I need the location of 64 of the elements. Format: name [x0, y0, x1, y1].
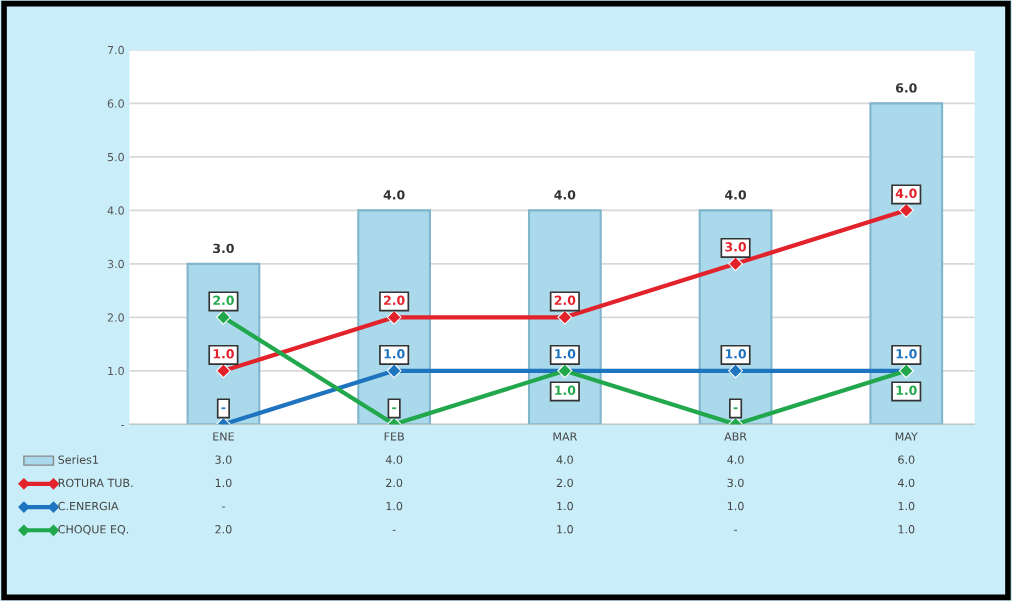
- text: 3.0: [213, 243, 234, 254]
- legend-label: Series1: [58, 455, 98, 464]
- data-label: -: [221, 506, 225, 508]
- data-label: 2.0: [386, 478, 403, 488]
- text: 6.0: [895, 83, 917, 93]
- y-tick-label: 4.0: [107, 206, 124, 215]
- text: 1.0: [555, 385, 576, 396]
- data-label: 4.0: [556, 455, 573, 464]
- point: [216, 309, 231, 325]
- data-label: -: [392, 529, 396, 531]
- data-label: 4.0: [897, 478, 915, 488]
- text: -: [221, 407, 226, 410]
- text: 1.0: [555, 349, 576, 359]
- text: 4.0: [383, 190, 405, 200]
- point: [728, 363, 743, 379]
- x-tick-label: FEB: [384, 432, 404, 441]
- point: [216, 363, 231, 379]
- point: [386, 309, 402, 325]
- text: 1.0: [384, 349, 405, 359]
- data-label: 1.0: [386, 501, 403, 511]
- text: 1.0: [213, 349, 234, 359]
- data-label: 2.0: [556, 478, 573, 488]
- point: [557, 309, 573, 325]
- legend-label: CHOQUE EQ.: [58, 525, 129, 535]
- point: [898, 202, 914, 218]
- data-label: 6.0: [898, 455, 915, 464]
- y-tick-label: 1.0: [108, 366, 124, 376]
- text: -: [733, 407, 738, 410]
- text: 2.0: [213, 295, 234, 306]
- data-label: 4.0: [385, 455, 403, 464]
- x-tick-label: MAY: [895, 432, 918, 441]
- data-label: 3.0: [727, 478, 744, 488]
- point: [386, 363, 402, 379]
- data-label: 1.0: [898, 501, 915, 511]
- text: 2.0: [554, 295, 576, 306]
- y-tick-label: 3.0: [107, 259, 124, 269]
- legend-label: ROTURA TUB.: [58, 478, 133, 488]
- x-tick-label: MAR: [553, 432, 577, 441]
- legend-label: C.ENERGIA: [58, 501, 119, 511]
- data-label: 1.0: [557, 525, 573, 534]
- text: 1.0: [725, 349, 747, 359]
- y-tick-label: 2.0: [107, 313, 124, 322]
- data-label: 1.0: [557, 501, 573, 511]
- text: 4.0: [895, 188, 917, 199]
- x-tick-label: ABR: [724, 432, 747, 441]
- data-label: 4.0: [727, 455, 744, 464]
- data-label: 1.0: [727, 501, 744, 511]
- data-label: 2.0: [215, 525, 232, 534]
- data-label: -: [734, 529, 738, 531]
- data-label: 1.0: [215, 478, 232, 488]
- data-label: 1.0: [898, 525, 915, 534]
- text: 1.0: [896, 349, 917, 359]
- y-tick-label: 6.0: [107, 99, 124, 108]
- text: 3.0: [725, 242, 747, 252]
- y-tick-label: 7.0: [107, 45, 124, 55]
- data-label: 3.0: [215, 455, 232, 464]
- text: 1.0: [896, 385, 917, 396]
- text: -: [392, 407, 397, 410]
- text: 4.0: [725, 190, 747, 200]
- x-tick-label: ENE: [213, 432, 234, 441]
- text: 2.0: [384, 295, 405, 306]
- text: 4.0: [554, 190, 576, 200]
- point: [728, 256, 743, 272]
- y-tick-label: 5.0: [107, 152, 124, 162]
